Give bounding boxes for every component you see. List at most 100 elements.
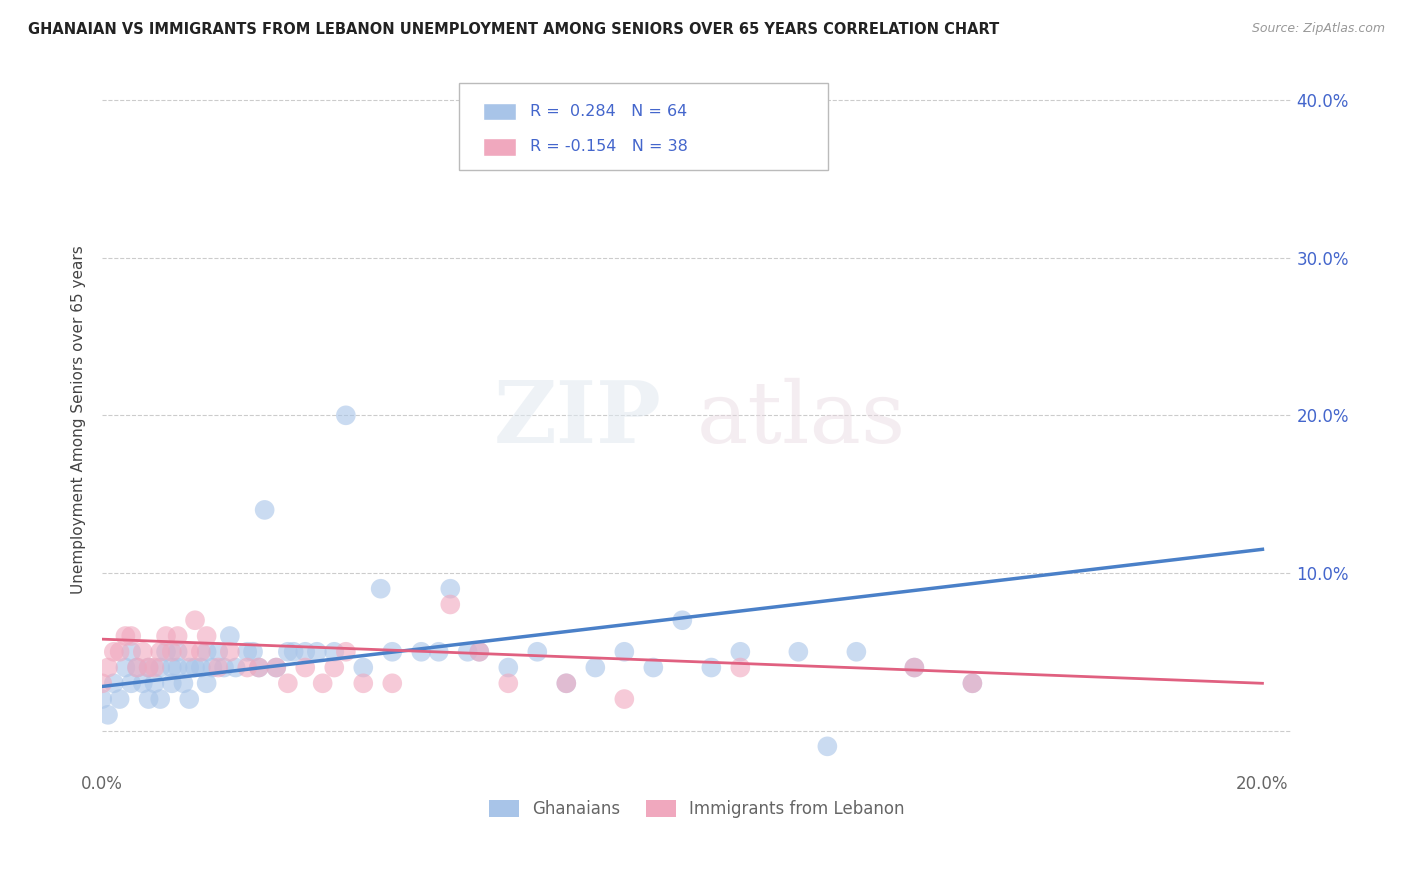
Point xyxy=(253,503,276,517)
Point xyxy=(498,676,520,690)
Point xyxy=(335,409,357,423)
Point xyxy=(439,582,461,596)
FancyBboxPatch shape xyxy=(458,83,828,170)
Point xyxy=(323,660,346,674)
Point xyxy=(149,645,172,659)
Point xyxy=(155,629,177,643)
Point xyxy=(903,660,925,674)
Point xyxy=(381,676,404,690)
Point xyxy=(264,660,287,674)
Point xyxy=(172,676,194,690)
Point xyxy=(457,645,479,659)
Point xyxy=(468,645,491,659)
Point xyxy=(138,660,160,674)
Point xyxy=(179,692,201,706)
Point xyxy=(190,645,212,659)
Point xyxy=(125,660,148,674)
Legend: Ghanaians, Immigrants from Lebanon: Ghanaians, Immigrants from Lebanon xyxy=(482,793,911,825)
Point xyxy=(120,676,142,690)
Point xyxy=(370,582,392,596)
Point xyxy=(700,660,723,674)
Point xyxy=(236,660,259,674)
Point xyxy=(125,660,148,674)
Point xyxy=(583,660,606,674)
Point xyxy=(160,645,183,659)
Point xyxy=(427,645,450,659)
Point xyxy=(108,645,131,659)
Point xyxy=(247,660,270,674)
Point xyxy=(498,660,520,674)
Point xyxy=(166,660,188,674)
Point xyxy=(184,613,207,627)
Point xyxy=(555,676,578,690)
Point xyxy=(294,645,316,659)
Point xyxy=(160,660,183,674)
Point xyxy=(903,660,925,674)
Point xyxy=(264,660,287,674)
Point xyxy=(381,645,404,659)
Point xyxy=(730,645,752,659)
Point xyxy=(613,645,636,659)
Point xyxy=(103,676,125,690)
Point xyxy=(218,645,240,659)
Point xyxy=(283,645,305,659)
Point xyxy=(352,676,374,690)
Point xyxy=(138,692,160,706)
Point xyxy=(179,645,201,659)
Point xyxy=(468,645,491,659)
Point xyxy=(305,645,328,659)
Y-axis label: Unemployment Among Seniors over 65 years: Unemployment Among Seniors over 65 years xyxy=(72,245,86,594)
Point xyxy=(247,660,270,674)
Point xyxy=(439,598,461,612)
Point xyxy=(138,660,160,674)
Point xyxy=(323,645,346,659)
Point xyxy=(166,629,188,643)
Point xyxy=(352,660,374,674)
Point xyxy=(91,676,114,690)
Point xyxy=(613,692,636,706)
Point xyxy=(207,660,229,674)
Point xyxy=(335,645,357,659)
Point xyxy=(225,660,247,674)
Text: GHANAIAN VS IMMIGRANTS FROM LEBANON UNEMPLOYMENT AMONG SENIORS OVER 65 YEARS COR: GHANAIAN VS IMMIGRANTS FROM LEBANON UNEM… xyxy=(28,22,1000,37)
Text: Source: ZipAtlas.com: Source: ZipAtlas.com xyxy=(1251,22,1385,36)
Point xyxy=(671,613,693,627)
Point xyxy=(132,645,155,659)
Point xyxy=(108,692,131,706)
Point xyxy=(155,645,177,659)
Point xyxy=(643,660,665,674)
Point xyxy=(845,645,868,659)
Point xyxy=(207,645,229,659)
Point xyxy=(149,692,172,706)
Point xyxy=(555,676,578,690)
Point xyxy=(212,660,235,674)
Point xyxy=(132,676,155,690)
Point xyxy=(242,645,264,659)
Point xyxy=(962,676,984,690)
Point xyxy=(526,645,548,659)
Point xyxy=(294,660,316,674)
Point xyxy=(91,692,114,706)
Point xyxy=(120,629,142,643)
Point xyxy=(149,660,172,674)
Point xyxy=(143,676,166,690)
Point xyxy=(160,676,183,690)
Point xyxy=(190,660,212,674)
Point xyxy=(277,645,299,659)
Bar xyxy=(482,138,516,156)
Point xyxy=(787,645,810,659)
Bar xyxy=(482,103,516,120)
Point xyxy=(236,645,259,659)
Text: ZIP: ZIP xyxy=(494,377,661,461)
Point xyxy=(815,739,838,754)
Text: R = -0.154   N = 38: R = -0.154 N = 38 xyxy=(530,139,688,154)
Point xyxy=(730,660,752,674)
Point xyxy=(120,645,142,659)
Point xyxy=(179,660,201,674)
Point xyxy=(218,629,240,643)
Point xyxy=(103,645,125,659)
Point xyxy=(962,676,984,690)
Point xyxy=(184,660,207,674)
Point xyxy=(97,707,120,722)
Point xyxy=(277,676,299,690)
